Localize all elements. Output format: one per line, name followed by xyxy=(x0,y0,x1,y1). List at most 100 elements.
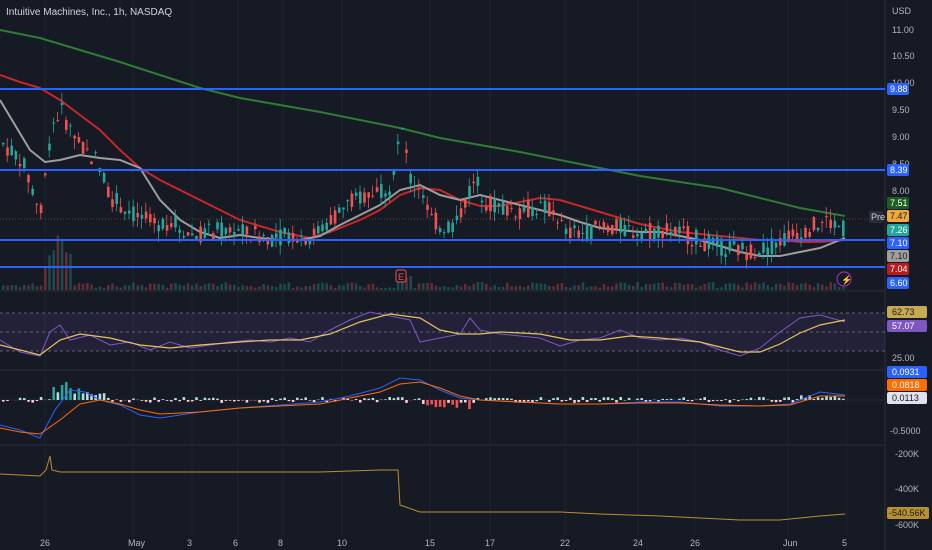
volume-bar xyxy=(392,287,396,290)
macd-hist-bar xyxy=(548,400,551,402)
volume-bar xyxy=(354,283,358,290)
pre-market-tag-label: Pre xyxy=(871,212,885,222)
macd-hist-bar xyxy=(191,400,194,402)
macd-hist-bar xyxy=(115,399,118,400)
volume-bar xyxy=(115,286,118,290)
volume-bar xyxy=(737,284,740,290)
volume-bar xyxy=(678,282,681,290)
candle-body xyxy=(648,223,652,240)
volume-bar xyxy=(438,287,442,290)
candle-body xyxy=(191,233,194,236)
macd-hist-bar xyxy=(375,400,379,403)
candle-body xyxy=(77,137,81,143)
volume-bar xyxy=(426,282,429,290)
candle-body xyxy=(346,199,349,202)
date-label: 6 xyxy=(233,538,238,548)
candle-body xyxy=(543,200,547,214)
volume-bar xyxy=(359,285,362,290)
macd-hist-bar xyxy=(501,398,505,400)
macd-hist-bar xyxy=(52,386,55,400)
candle-body xyxy=(123,211,127,214)
sma-long-line xyxy=(0,29,846,217)
volume-bar xyxy=(270,286,274,290)
candle-body xyxy=(644,228,648,233)
volume-bar xyxy=(497,287,501,290)
candle-body xyxy=(426,204,429,210)
candle-body xyxy=(18,163,22,167)
candle-body xyxy=(153,217,156,224)
candle-body xyxy=(405,149,408,153)
candle-body xyxy=(44,173,47,176)
volume-bar xyxy=(77,283,81,290)
candle-body xyxy=(800,237,803,241)
date-label: Jun xyxy=(783,538,798,548)
candle-body xyxy=(90,161,93,165)
candle-body xyxy=(770,238,774,255)
volume-bar xyxy=(413,287,417,290)
macd-hist-bar xyxy=(669,398,673,400)
chart-title: Intuitive Machines, Inc., 1h, NASDAQ xyxy=(6,7,172,18)
volume-bar xyxy=(405,277,408,290)
macd-hist-value: 0.0113 xyxy=(892,393,919,403)
candle-body xyxy=(825,216,828,218)
volume-bar xyxy=(275,286,278,290)
macd-hist-bar xyxy=(749,397,753,400)
macd-hist-bar xyxy=(556,397,559,400)
volume-bar xyxy=(132,282,135,290)
volume-bar xyxy=(728,283,732,290)
macd-hist-bar xyxy=(804,397,807,400)
candle-body xyxy=(535,214,538,216)
volume-bar xyxy=(119,287,123,290)
candle-body xyxy=(417,188,421,190)
price-badge xyxy=(887,277,909,289)
candle-body xyxy=(367,192,370,198)
obv-axis-b: -400K xyxy=(895,484,919,494)
candle-body xyxy=(409,173,412,184)
volume-bar xyxy=(367,284,370,290)
macd-hist-bar xyxy=(216,398,219,400)
price-badge-label: 7.51 xyxy=(890,198,908,208)
volume-bar xyxy=(6,285,9,290)
candle-body xyxy=(476,176,480,186)
macd-hist-bar xyxy=(56,392,60,400)
volume-bar xyxy=(800,283,803,290)
macd-hist-bar xyxy=(245,400,249,403)
candle-body xyxy=(703,238,706,252)
candle-body xyxy=(371,195,375,197)
macd-hist-bar xyxy=(312,400,316,403)
volume-bar xyxy=(363,287,366,290)
volume-bar xyxy=(535,283,538,290)
macd-hist-bar xyxy=(522,400,526,403)
dividend-icon[interactable] xyxy=(836,271,852,287)
volume-bar xyxy=(304,286,307,290)
macd-hist-bar xyxy=(716,400,719,401)
date-label: 15 xyxy=(425,538,435,548)
candle-body xyxy=(451,222,454,233)
candle-body xyxy=(758,252,761,256)
volume-bar xyxy=(665,286,669,290)
candle-body xyxy=(753,257,757,259)
macd-hist-bar xyxy=(107,397,110,400)
macd-hist-bar xyxy=(31,400,34,403)
volume-bar xyxy=(699,285,702,290)
obv-line xyxy=(0,455,846,521)
candle-body xyxy=(569,227,572,238)
volume-bar xyxy=(657,282,660,290)
macd-hist-bar xyxy=(821,397,824,400)
macd-hist-bar xyxy=(186,400,190,402)
earnings-marker[interactable] xyxy=(395,269,407,283)
candle-body xyxy=(493,198,496,213)
volume-bar xyxy=(476,282,480,290)
candle-body xyxy=(216,222,219,230)
candle-body xyxy=(657,225,660,238)
candle-body xyxy=(128,210,131,214)
rsi-signal-value: 62.73 xyxy=(892,307,915,317)
macd-hist-bar xyxy=(493,398,496,400)
macd-hist-bar xyxy=(711,400,715,402)
candle-body xyxy=(6,147,9,156)
macd-hist-bar xyxy=(165,400,169,401)
candle-body xyxy=(237,228,240,231)
candle-body xyxy=(430,213,433,216)
volume-bar xyxy=(527,285,530,290)
